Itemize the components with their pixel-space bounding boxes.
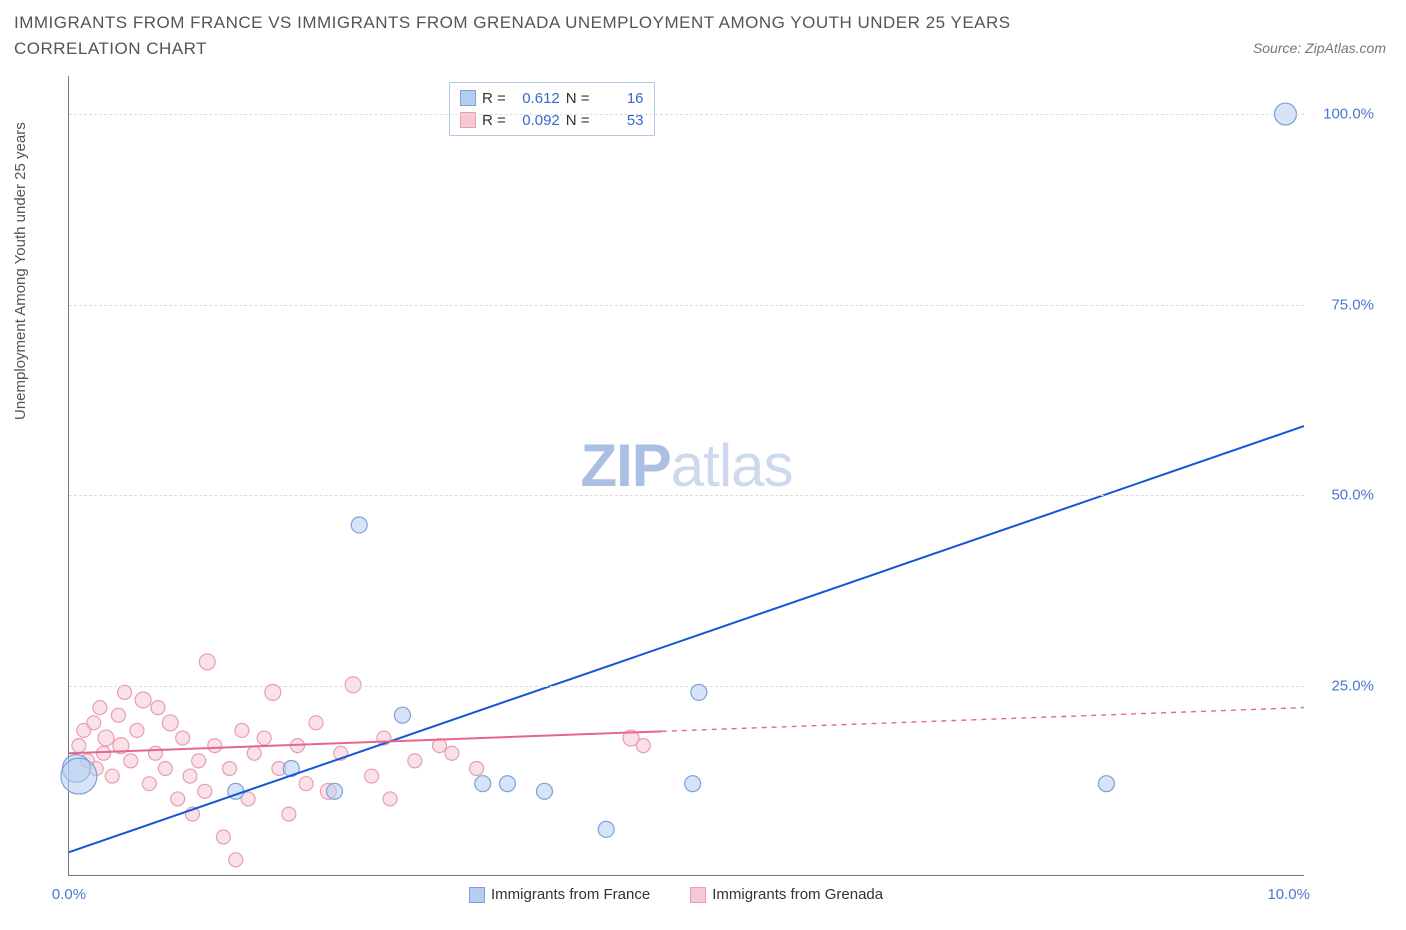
y-axis-label: Unemployment Among Youth under 25 years [12,122,29,420]
legend-r-label: R = [482,90,506,107]
data-point [445,746,459,760]
data-point [327,783,343,799]
y-tick-label: 25.0% [1314,677,1374,694]
x-tick-label: 0.0% [52,886,86,903]
y-tick-label: 100.0% [1314,106,1374,123]
legend-r-france: 0.612 [514,90,560,107]
data-point [265,684,281,700]
data-point [72,739,86,753]
data-point [247,746,261,760]
data-point [183,769,197,783]
gridline [69,114,1304,115]
data-point [148,746,162,760]
data-point [61,758,97,794]
y-tick-label: 50.0% [1314,487,1374,504]
data-point [208,739,222,753]
data-point [223,761,237,775]
data-point [93,701,107,715]
gridline [69,686,1304,687]
data-point [118,685,132,699]
legend-n-france: 16 [598,90,644,107]
data-point [475,776,491,792]
data-point [636,739,650,753]
data-point [105,769,119,783]
data-point [235,723,249,737]
data-point [598,821,614,837]
swatch-grenada-b [690,887,706,903]
data-point [142,777,156,791]
data-point [685,776,701,792]
data-point [433,739,447,753]
data-point [470,761,484,775]
plot-region: ZIPatlas R = 0.612 N = 16 R = 0.092 N = … [68,76,1304,876]
data-point [198,784,212,798]
y-tick-label: 75.0% [1314,296,1374,313]
data-point [282,807,296,821]
plot-svg [69,76,1304,875]
data-point [309,716,323,730]
swatch-france [460,90,476,106]
data-point [199,654,215,670]
data-point [97,746,111,760]
data-point [192,754,206,768]
data-point [216,830,230,844]
data-point [536,783,552,799]
data-point [130,723,144,737]
data-point [98,730,114,746]
data-point [176,731,190,745]
data-point [691,684,707,700]
data-point [124,754,138,768]
data-point [299,777,313,791]
legend-n-label: N = [566,90,590,107]
legend-stats: R = 0.612 N = 16 R = 0.092 N = 53 [449,82,655,136]
data-point [135,692,151,708]
chart-area: ZIPatlas R = 0.612 N = 16 R = 0.092 N = … [48,76,1388,876]
data-point [111,708,125,722]
data-point [383,792,397,806]
legend-label-grenada: Immigrants from Grenada [712,886,883,903]
data-point [408,754,422,768]
data-point [351,517,367,533]
source-citation: Source: ZipAtlas.com [1253,40,1386,56]
gridline [69,495,1304,496]
data-point [171,792,185,806]
legend-item-france: Immigrants from France [469,886,650,903]
data-point [499,776,515,792]
swatch-france-b [469,887,485,903]
data-point [365,769,379,783]
legend-label-france: Immigrants from France [491,886,650,903]
data-point [151,701,165,715]
data-point [87,716,101,730]
data-point [162,715,178,731]
legend-row-grenada: R = 0.092 N = 53 [460,109,644,131]
data-point [394,707,410,723]
legend-item-grenada: Immigrants from Grenada [690,886,883,903]
data-point [1098,776,1114,792]
legend-row-france: R = 0.612 N = 16 [460,87,644,109]
x-tick-label: 10.0% [1267,886,1310,903]
gridline [69,305,1304,306]
data-point [158,761,172,775]
data-point [229,853,243,867]
legend-series: Immigrants from France Immigrants from G… [469,886,883,903]
data-point [257,731,271,745]
trend-line-dashed [662,708,1304,732]
chart-title: IMMIGRANTS FROM FRANCE VS IMMIGRANTS FRO… [14,10,1114,61]
